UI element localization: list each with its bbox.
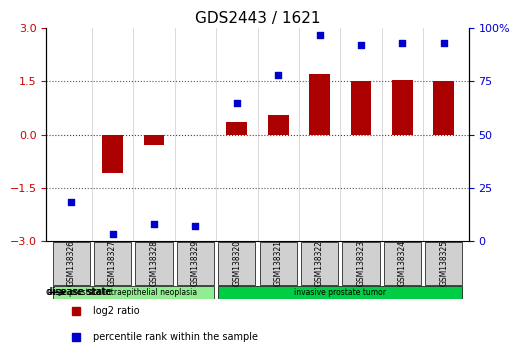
Bar bbox=[102, 135, 123, 173]
FancyBboxPatch shape bbox=[177, 242, 214, 285]
FancyBboxPatch shape bbox=[218, 242, 255, 285]
Text: percentile rank within the sample: percentile rank within the sample bbox=[93, 332, 258, 342]
Point bbox=[440, 40, 448, 46]
Text: GSM138321: GSM138321 bbox=[273, 240, 283, 286]
FancyBboxPatch shape bbox=[301, 242, 338, 285]
Bar bbox=[227, 122, 247, 135]
Text: invasive prostate tumor: invasive prostate tumor bbox=[294, 288, 386, 297]
Text: GSM138326: GSM138326 bbox=[66, 240, 76, 286]
Text: GSM138324: GSM138324 bbox=[398, 240, 407, 286]
Point bbox=[191, 223, 199, 229]
Text: GSM138323: GSM138323 bbox=[356, 240, 366, 286]
Point bbox=[274, 72, 282, 78]
Text: disease state: disease state bbox=[47, 287, 112, 297]
FancyBboxPatch shape bbox=[425, 242, 462, 285]
Bar bbox=[392, 80, 413, 135]
Bar bbox=[268, 115, 288, 135]
Text: prostate intraepithelial neoplasia: prostate intraepithelial neoplasia bbox=[69, 288, 197, 297]
FancyBboxPatch shape bbox=[94, 242, 131, 285]
Bar bbox=[434, 81, 454, 135]
Point bbox=[233, 100, 241, 105]
FancyBboxPatch shape bbox=[53, 286, 214, 299]
Text: disease state: disease state bbox=[46, 287, 111, 297]
Text: GSM138329: GSM138329 bbox=[191, 240, 200, 286]
Text: log2 ratio: log2 ratio bbox=[93, 306, 140, 316]
Point bbox=[109, 232, 117, 237]
Bar bbox=[351, 81, 371, 135]
Title: GDS2443 / 1621: GDS2443 / 1621 bbox=[195, 11, 320, 26]
FancyBboxPatch shape bbox=[135, 242, 173, 285]
FancyBboxPatch shape bbox=[260, 242, 297, 285]
Point bbox=[316, 32, 324, 38]
Bar bbox=[144, 135, 164, 145]
Point bbox=[67, 200, 75, 205]
Point bbox=[398, 40, 406, 46]
Point bbox=[150, 221, 158, 227]
Point bbox=[357, 42, 365, 48]
Text: GSM138322: GSM138322 bbox=[315, 240, 324, 286]
FancyBboxPatch shape bbox=[53, 242, 90, 285]
Text: GSM138325: GSM138325 bbox=[439, 240, 449, 286]
Bar bbox=[309, 74, 330, 135]
FancyBboxPatch shape bbox=[218, 286, 462, 299]
Text: GSM138328: GSM138328 bbox=[149, 240, 159, 286]
Text: GSM138320: GSM138320 bbox=[232, 240, 242, 286]
FancyBboxPatch shape bbox=[342, 242, 380, 285]
FancyBboxPatch shape bbox=[384, 242, 421, 285]
Text: GSM138327: GSM138327 bbox=[108, 240, 117, 286]
